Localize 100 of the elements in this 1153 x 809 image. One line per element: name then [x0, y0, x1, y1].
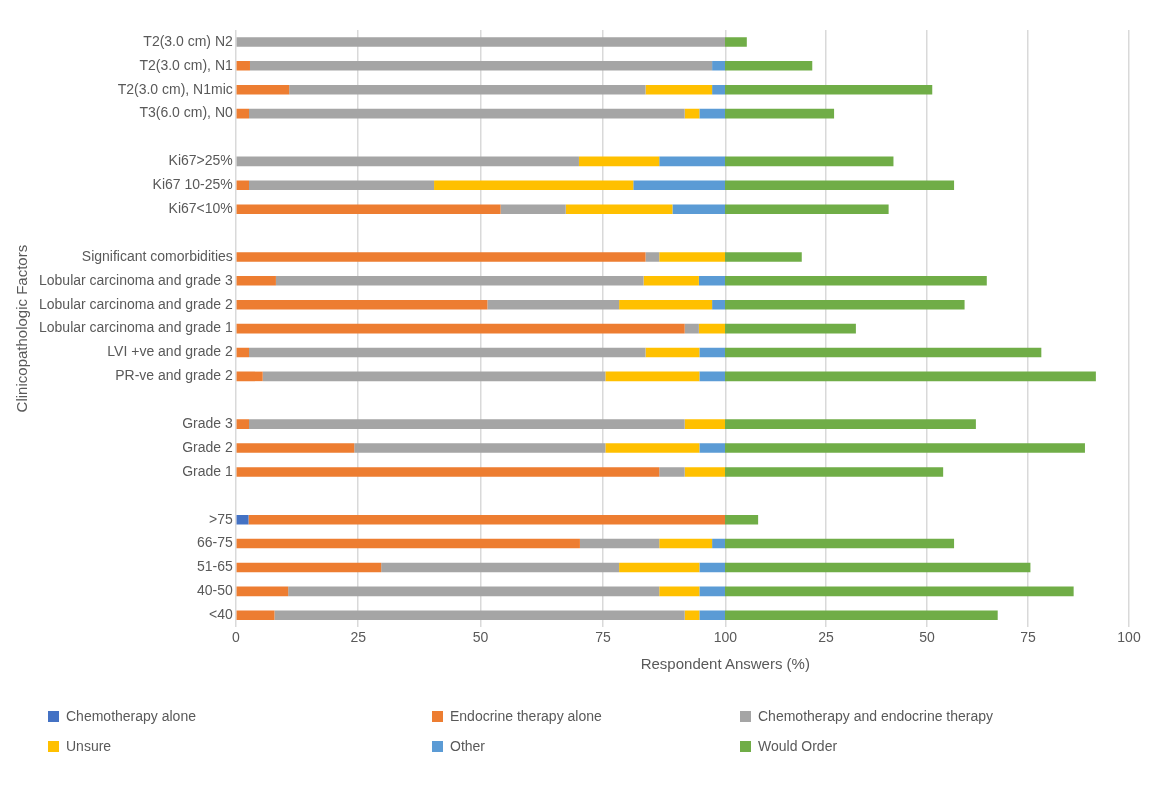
bar [712, 61, 726, 71]
bar [236, 61, 250, 71]
bar [684, 108, 700, 119]
bar [249, 61, 713, 71]
bar [699, 610, 726, 621]
y-tick-label: 51-65 [196, 558, 233, 575]
bar [236, 562, 382, 573]
y-tick-label: T2(3.0 cm), N1mic [117, 80, 233, 97]
bar [249, 180, 435, 191]
bar [262, 371, 606, 382]
y-tick-label: >75 [209, 510, 233, 527]
bar [712, 84, 726, 95]
bar [643, 276, 699, 286]
bar [434, 180, 634, 191]
bar [236, 371, 263, 382]
y-tick-label: Grade 2 [182, 438, 233, 455]
y-tick-label: Lobular carcinoma and grade 3 [39, 271, 233, 288]
bar [236, 514, 249, 525]
bar [579, 538, 660, 549]
legend-label: Endocrine therapy alone [450, 708, 602, 724]
bar [236, 323, 685, 334]
x-tick-label: 100 [713, 629, 738, 646]
bar [725, 37, 748, 47]
x-tick-label: 75 [1020, 629, 1037, 646]
bar [487, 299, 620, 310]
y-tick-label: Grade 1 [182, 462, 233, 479]
bar [645, 252, 660, 262]
bar [236, 299, 488, 310]
bar [605, 371, 700, 382]
y-tick-label: <40 [209, 606, 233, 623]
x-axis-title: Respondent Answers (%) [640, 655, 810, 672]
bar [236, 180, 250, 191]
bar [659, 467, 685, 477]
y-tick-label: LVI +ve and grade 2 [107, 343, 233, 360]
bar [619, 562, 700, 573]
bar [698, 323, 726, 334]
bar [236, 84, 290, 95]
bar [249, 419, 685, 429]
y-tick-label: T2(3.0 cm), N1 [139, 56, 233, 73]
bar [236, 204, 501, 214]
y-tick-label: Ki67>25% [168, 152, 233, 169]
bar [699, 347, 726, 358]
bar [236, 419, 250, 429]
y-tick-label: 40-50 [196, 582, 233, 599]
y-tick-label: Significant comorbidities [81, 247, 233, 264]
y-tick-label: T3(6.0 cm), N0 [139, 104, 233, 121]
bar [578, 156, 660, 167]
bar [699, 443, 726, 453]
bar [354, 443, 606, 453]
bar [659, 538, 713, 549]
bar [236, 443, 355, 453]
bar [684, 419, 726, 429]
bar [659, 586, 700, 597]
bar [500, 204, 566, 214]
bar [605, 443, 700, 453]
x-tick-label: 50 [919, 629, 936, 646]
bar [619, 299, 713, 310]
legend-label: Other [450, 738, 486, 754]
bar [645, 84, 713, 95]
legend-label: Would Order [758, 738, 838, 754]
bar [712, 538, 726, 549]
y-tick-label: Lobular carcinoma and grade 1 [39, 319, 233, 336]
x-tick-label: 75 [595, 629, 611, 646]
bar [236, 252, 646, 262]
bar [236, 538, 580, 549]
y-tick-label: Ki67<10% [168, 200, 233, 217]
bar [249, 108, 685, 119]
legend-label: Unsure [66, 738, 112, 754]
bar [565, 204, 673, 214]
x-tick-label: 25 [350, 629, 367, 646]
y-tick-label: 66-75 [196, 534, 233, 551]
bar [289, 84, 646, 95]
bar [274, 610, 685, 621]
bar [699, 586, 726, 597]
x-tick-label: 0 [231, 629, 240, 646]
bar [699, 371, 726, 382]
bar [249, 347, 646, 358]
bar [684, 323, 699, 334]
y-axis-title: Clinicopathologic Factors [13, 244, 31, 413]
legend-label: Chemotherapy and endocrine therapy [758, 708, 994, 724]
x-tick-label: 25 [818, 629, 835, 646]
y-tick-label: Lobular carcinoma and grade 2 [39, 295, 233, 312]
bar [236, 156, 579, 167]
bar [684, 467, 726, 477]
bar [699, 108, 726, 119]
bar [236, 610, 275, 621]
bar [288, 586, 660, 597]
bar [275, 276, 644, 286]
bar [712, 299, 726, 310]
bar [236, 276, 276, 286]
bar [381, 562, 620, 573]
x-tick-label: 100 [1117, 629, 1142, 646]
bar [698, 276, 726, 286]
bar [699, 562, 726, 573]
bar [236, 467, 660, 477]
bar [645, 347, 700, 358]
bar [236, 586, 289, 597]
bar [725, 514, 759, 525]
y-tick-label: PR-ve and grade 2 [115, 367, 233, 384]
bar [236, 108, 250, 119]
